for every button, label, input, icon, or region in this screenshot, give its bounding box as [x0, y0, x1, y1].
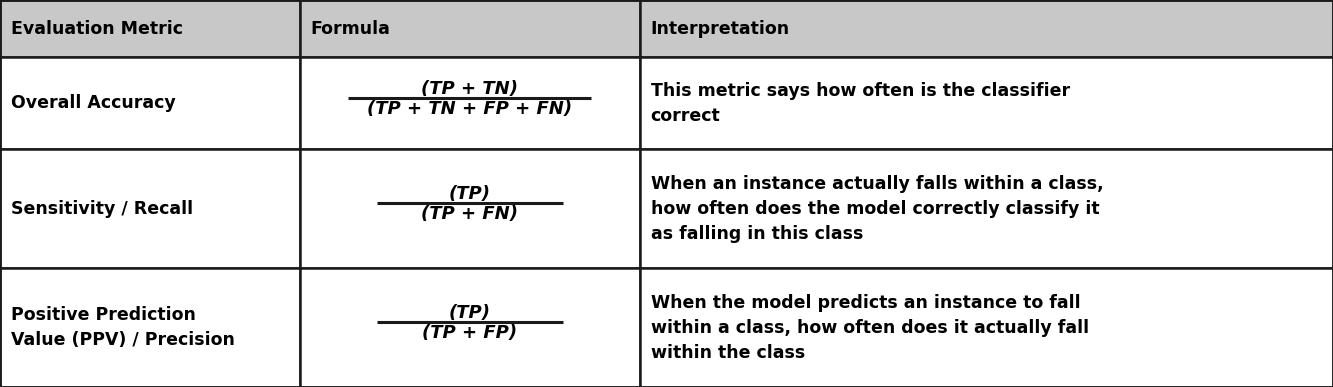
- Text: (TP): (TP): [449, 304, 491, 322]
- Text: When an instance actually falls within a class,
how often does the model correct: When an instance actually falls within a…: [651, 175, 1104, 243]
- Text: (TP + FN): (TP + FN): [421, 205, 519, 223]
- Text: (TP + TN): (TP + TN): [421, 80, 519, 98]
- Text: Evaluation Metric: Evaluation Metric: [11, 20, 183, 38]
- Text: This metric says how often is the classifier
correct: This metric says how often is the classi…: [651, 82, 1069, 125]
- Text: Overall Accuracy: Overall Accuracy: [11, 94, 176, 112]
- Text: Interpretation: Interpretation: [651, 20, 789, 38]
- Text: Sensitivity / Recall: Sensitivity / Recall: [11, 200, 193, 218]
- Text: When the model predicts an instance to fall
within a class, how often does it ac: When the model predicts an instance to f…: [651, 294, 1089, 361]
- Text: (TP + FP): (TP + FP): [423, 324, 517, 342]
- Text: (TP + TN + FP + FN): (TP + TN + FP + FN): [368, 100, 572, 118]
- Text: Formula: Formula: [311, 20, 391, 38]
- Text: (TP): (TP): [449, 185, 491, 203]
- Text: Positive Prediction
Value (PPV) / Precision: Positive Prediction Value (PPV) / Precis…: [11, 306, 235, 349]
